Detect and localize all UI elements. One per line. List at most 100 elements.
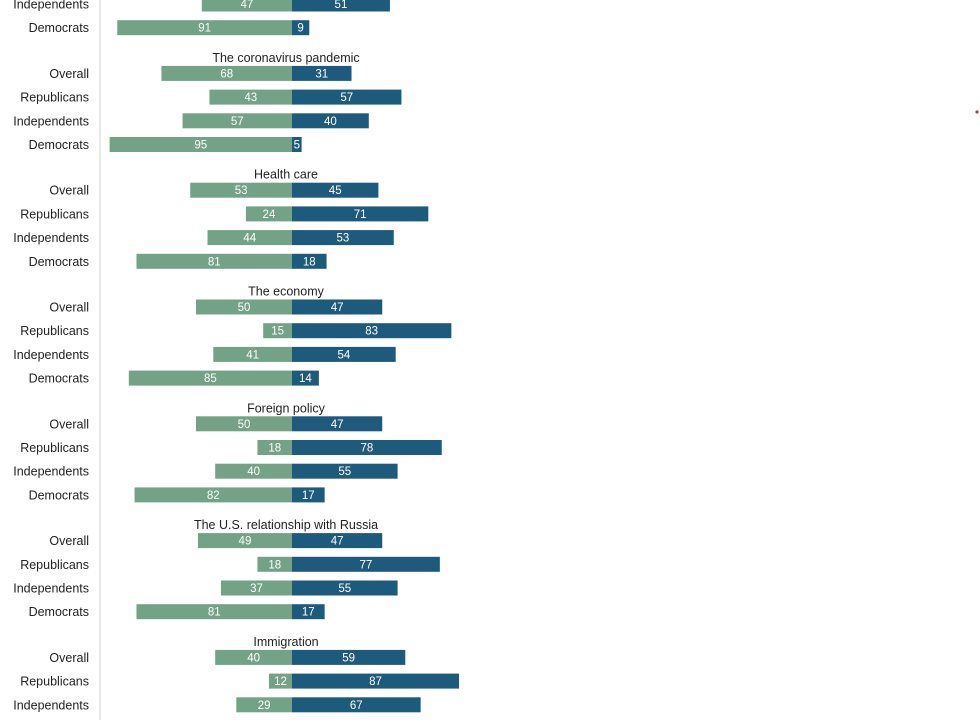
bar-left-value: 41 xyxy=(246,349,259,361)
bar-right-value: 18 xyxy=(303,256,316,268)
bar-left-value: 68 xyxy=(220,68,233,80)
bar-left-value: 29 xyxy=(258,700,271,712)
bar-right-value: 53 xyxy=(336,233,349,245)
bar-left-value: 57 xyxy=(231,116,244,128)
bar-right-value: 54 xyxy=(337,349,350,361)
bar-left-value: 91 xyxy=(198,23,211,35)
bar-left xyxy=(263,323,292,339)
bar-left xyxy=(257,556,292,572)
bar-left-value: 81 xyxy=(208,607,221,619)
bar-left-value: 40 xyxy=(247,652,260,664)
row-label: Independents xyxy=(13,698,89,712)
row-label: Overall xyxy=(49,67,89,81)
bar-right xyxy=(292,416,383,432)
bar-right-value: 31 xyxy=(315,68,328,80)
bar-right xyxy=(292,113,369,129)
bar-right xyxy=(292,182,379,198)
bar-left-value: 85 xyxy=(204,373,217,385)
bar-left-value: 47 xyxy=(240,0,253,11)
bar-left xyxy=(136,253,292,269)
bar-left-value: 43 xyxy=(244,92,257,104)
row-label: Democrats xyxy=(29,255,89,269)
bar-right xyxy=(292,230,394,246)
row-label: Overall xyxy=(49,184,89,198)
row-label: Independents xyxy=(13,0,89,12)
bar-right-value: 55 xyxy=(338,466,351,478)
row-label: Republicans xyxy=(20,441,89,455)
bar-right-value: 5 xyxy=(294,140,300,152)
bar-left xyxy=(196,299,292,315)
bar-right xyxy=(292,697,421,713)
bar-right xyxy=(292,137,302,152)
bar-right xyxy=(292,65,352,81)
bar-right xyxy=(292,89,402,105)
bar-left xyxy=(109,137,292,152)
bar-right xyxy=(292,346,396,362)
row-label: Republicans xyxy=(20,324,89,338)
bar-left xyxy=(190,182,292,198)
bar-left-value: 15 xyxy=(271,326,284,338)
bar-right xyxy=(292,440,442,455)
bar-left xyxy=(196,416,292,432)
bar-right-value: 17 xyxy=(302,490,315,502)
bar-right xyxy=(292,323,452,339)
bar-right-value: 17 xyxy=(302,607,315,619)
bar-left xyxy=(245,206,292,222)
bar-left-value: 82 xyxy=(207,490,220,502)
bar-right-value: 83 xyxy=(365,326,378,338)
bar-right xyxy=(292,299,383,315)
group-title: The economy xyxy=(248,285,324,299)
bar-right-value: 78 xyxy=(360,443,373,455)
row-label: Overall xyxy=(49,534,89,548)
bar-left-value: 18 xyxy=(268,443,281,455)
bar-right xyxy=(292,604,325,620)
group-title: The coronavirus pandemic xyxy=(212,51,359,65)
bar-right-value: 59 xyxy=(342,652,355,664)
row-label: Overall xyxy=(49,301,89,315)
bar-left-value: 44 xyxy=(243,233,256,245)
row-label: Republicans xyxy=(20,91,89,105)
bar-right xyxy=(292,673,460,689)
bar-left xyxy=(215,463,292,479)
group-title: Immigration xyxy=(253,635,318,649)
bar-left-value: 18 xyxy=(268,559,281,571)
bar-left xyxy=(197,533,292,549)
bar-right xyxy=(292,0,390,12)
bar-left xyxy=(215,649,292,665)
bar-right xyxy=(292,370,319,386)
bar-left xyxy=(268,673,292,689)
bar-right xyxy=(292,487,325,503)
bar-left-value: 50 xyxy=(238,419,251,431)
group-title: Foreign policy xyxy=(247,401,326,415)
bar-left xyxy=(136,604,292,620)
bar-left-value: 12 xyxy=(274,676,287,688)
bar-right xyxy=(292,253,327,269)
bar-right xyxy=(292,20,310,36)
bar-right xyxy=(292,556,440,572)
bar-left-value: 50 xyxy=(238,302,251,314)
row-label: Independents xyxy=(13,582,89,596)
bar-right xyxy=(292,206,429,222)
bar-left-value: 81 xyxy=(208,256,221,268)
row-label: Overall xyxy=(49,417,89,431)
bar-left xyxy=(236,697,292,713)
row-label: Independents xyxy=(13,231,89,245)
bar-right-value: 71 xyxy=(354,209,367,221)
row-label: Democrats xyxy=(29,138,89,152)
bar-left xyxy=(182,113,292,129)
bar-left-value: 95 xyxy=(194,140,207,152)
bar-left-value: 40 xyxy=(247,466,260,478)
row-label: Republicans xyxy=(20,675,89,689)
bar-left xyxy=(201,0,292,12)
bar-left-value: 53 xyxy=(235,185,248,197)
row-label: Democrats xyxy=(29,21,89,35)
bar-left-value: 24 xyxy=(263,209,276,221)
row-label: Independents xyxy=(13,348,89,362)
bar-left xyxy=(209,89,292,105)
bar-right-value: 87 xyxy=(369,676,382,688)
row-label: Democrats xyxy=(29,605,89,619)
bar-right xyxy=(292,649,406,665)
group-title: Health care xyxy=(254,168,318,182)
